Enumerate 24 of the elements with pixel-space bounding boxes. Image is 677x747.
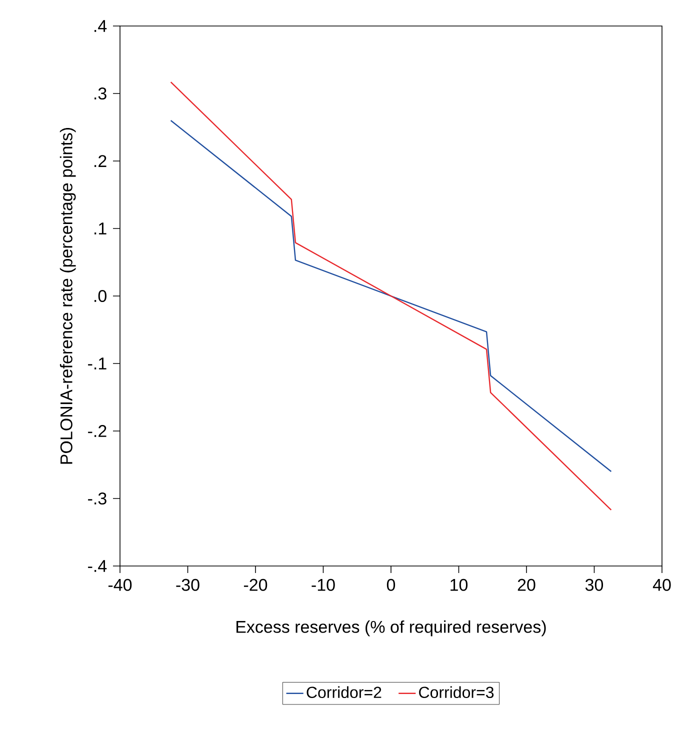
y-tick-label: .1 <box>94 222 106 234</box>
y-tick-label: -.1 <box>88 358 106 370</box>
x-tick-label: -30 <box>176 578 200 591</box>
x-tick-label: 30 <box>585 578 604 591</box>
x-tick-label: -10 <box>312 578 335 591</box>
y-tick-label: -.3 <box>88 492 106 505</box>
y-tick-label: -.4 <box>88 560 107 572</box>
line-series <box>170 81 612 511</box>
x-tick-label: -20 <box>244 578 268 591</box>
x-tick-label: 10 <box>450 578 468 591</box>
legend-label: Corridor=2 <box>306 686 382 698</box>
x-tick-label: 20 <box>518 578 536 591</box>
x-axis-title: Excess reserves (% of required reserves) <box>236 620 546 636</box>
line-series <box>170 120 612 472</box>
x-tick-label: 40 <box>652 578 671 591</box>
y-tick-label: .3 <box>94 87 106 100</box>
y-tick-label: -.2 <box>88 425 106 437</box>
y-tick-label: .2 <box>94 155 106 167</box>
x-tick-label: 0 <box>386 578 396 591</box>
y-axis-title: POLONIA-reference rate (percentage points) <box>60 128 76 464</box>
x-tick-label: -40 <box>108 578 132 591</box>
y-tick-label: .0 <box>94 290 106 302</box>
legend-label: Corridor=3 <box>419 686 494 698</box>
y-tick-label: .4 <box>94 20 107 32</box>
